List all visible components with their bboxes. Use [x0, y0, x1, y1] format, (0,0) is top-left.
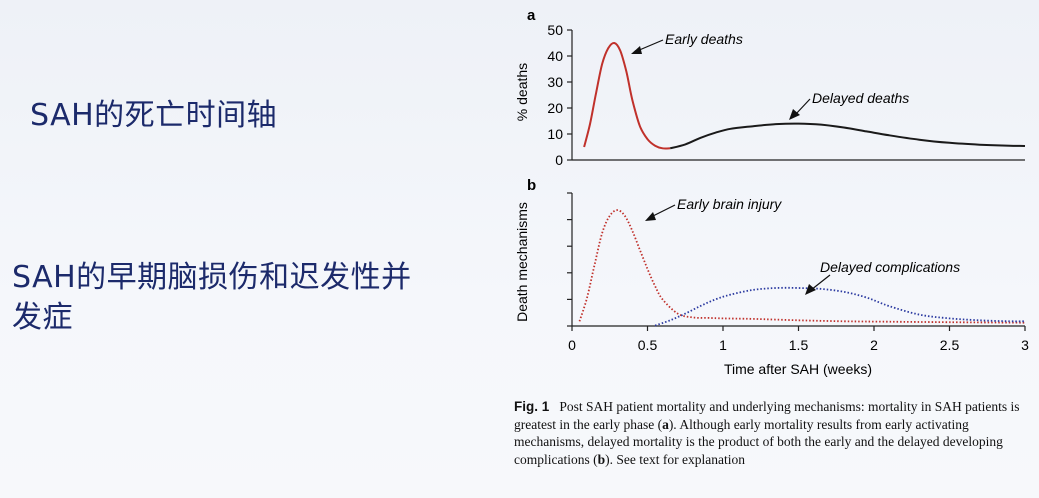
panel-a-y-label: % deaths [514, 63, 530, 121]
series-early-brain-injury-line [578, 209, 1026, 324]
annotation-delayed-deaths-arrow [794, 98, 811, 116]
slide-heading-timeline: SAH的死亡时间轴 [30, 98, 278, 133]
slide-heading-complications: SAH的早期脑损伤和迟发性并发症 [12, 260, 412, 335]
panel-b-x-ticks: 0 0.5 1 1.5 2 2.5 3 [568, 326, 1029, 353]
annotation-early-deaths-arrowhead [631, 46, 642, 54]
annotation-delayed-deaths-arrowhead [789, 109, 800, 120]
caption-bold-a: a [662, 416, 669, 432]
panel-a-ytick-label: 0 [555, 152, 563, 168]
panel-a-ytick-label: 20 [547, 100, 563, 116]
series-early-deaths-line [583, 41, 671, 150]
annotation-ebi-arrowhead [645, 212, 656, 221]
caption-text-2: ). Although early mortality results from… [514, 416, 1003, 467]
annotation-dc-arrow [810, 274, 831, 291]
annotation-dc-arrowhead [805, 284, 816, 295]
panel-a-ytick-label: 30 [547, 74, 563, 90]
panel-a-letter: a [527, 7, 536, 24]
panel-a-ticks: 0 10 20 30 40 50 [547, 22, 572, 168]
annotation-early-deaths: Early deaths [665, 31, 743, 47]
panel-b-letter: b [527, 177, 536, 194]
panel-b-xtick-label: 2 [870, 337, 878, 353]
annotation-ebi-arrow [650, 204, 676, 218]
figure-chart: a b 0 10 20 30 40 50 % deaths Early deaths De… [505, 0, 1039, 380]
annotation-early-deaths-arrow [636, 39, 664, 52]
panel-b-xtick-label: 3 [1021, 337, 1029, 353]
panel-a-ytick-label: 10 [547, 126, 563, 142]
panel-b-xtick-label: 2.5 [940, 337, 960, 353]
annotation-delayed-complications: Delayed complications [820, 259, 960, 275]
panel-b-xtick-label: 0.5 [638, 337, 658, 353]
figure-caption: Fig. 1 Post SAH patient mortality and un… [514, 398, 1034, 468]
annotation-early-brain-injury: Early brain injury [677, 196, 782, 212]
caption-fig-label: Fig. 1 [514, 399, 550, 414]
panel-b-y-ticks [567, 192, 572, 327]
panel-a-ytick-label: 40 [547, 48, 563, 64]
panel-b-x-label: Time after SAH (weeks) [724, 361, 872, 377]
annotation-delayed-deaths: Delayed deaths [812, 90, 909, 106]
panel-b-xtick-label: 0 [568, 337, 576, 353]
caption-text-1: Post SAH patient mortality and underlyin… [514, 399, 1020, 432]
panel-b-y-label: Death mechanisms [514, 202, 530, 322]
panel-b-xtick-label: 1 [719, 337, 727, 353]
caption-bold-b: b [597, 451, 606, 467]
panel-a-ytick-label: 50 [547, 22, 563, 38]
series-delayed-deaths-line [669, 122, 1026, 150]
caption-text-3: ). See text for explanation [605, 451, 745, 467]
series-delayed-complications-line [654, 286, 1026, 327]
panel-b-xtick-label: 1.5 [789, 337, 809, 353]
